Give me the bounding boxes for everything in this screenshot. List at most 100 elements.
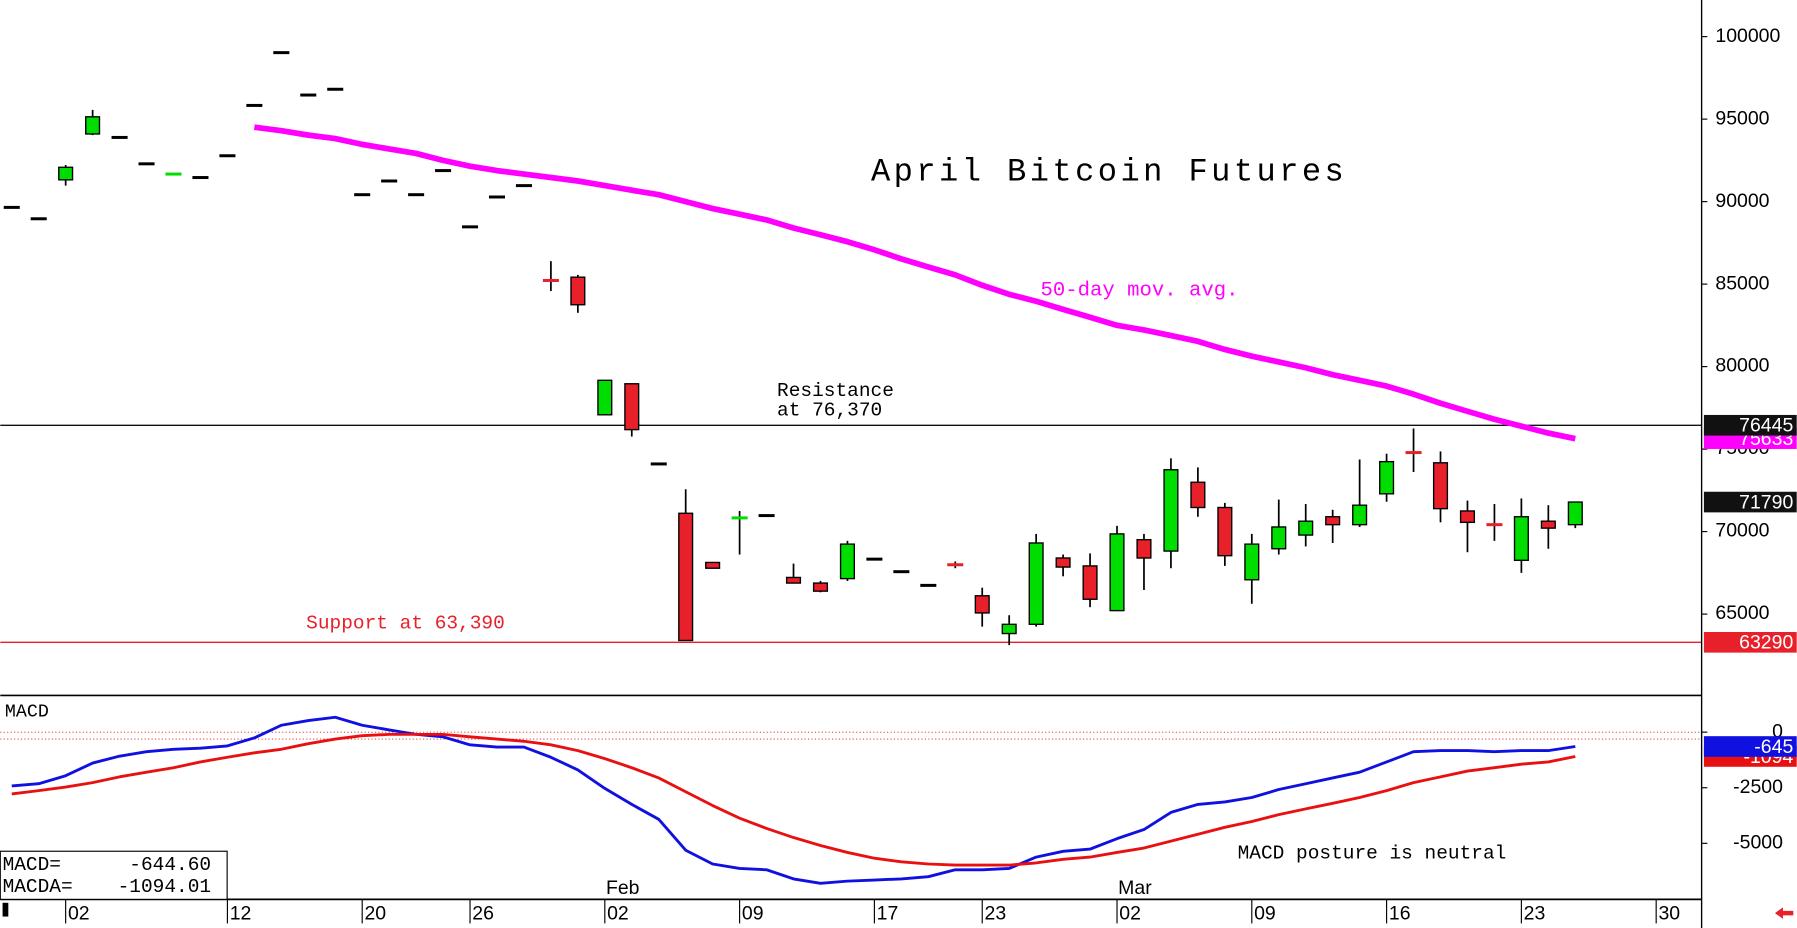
chart-title: April Bitcoin Futures — [871, 153, 1347, 190]
x-tick-label: 20 — [364, 902, 386, 924]
month-label: Mar — [1118, 877, 1152, 899]
y-tick-label: 90000 — [1715, 190, 1769, 212]
candle-body — [650, 462, 667, 466]
annotation: Resistance — [777, 380, 894, 402]
candle-body — [462, 225, 479, 229]
x-tick-label: 09 — [1254, 902, 1276, 924]
y-tick-label: 70000 — [1715, 520, 1769, 542]
candle-body — [1352, 504, 1368, 526]
x-tick-label: 23 — [985, 902, 1007, 924]
candle-body — [624, 383, 640, 431]
candle-body — [1405, 451, 1422, 455]
x-tick-label: 02 — [68, 902, 90, 924]
candle-body — [1028, 542, 1044, 626]
x-tick-label: 23 — [1524, 902, 1546, 924]
candle-body — [785, 576, 802, 584]
candle-body — [1244, 543, 1260, 581]
annotation: Support at 63,390 — [306, 612, 505, 634]
level-label: 71790 — [1739, 491, 1793, 513]
readout-value: -644.60 — [129, 854, 211, 876]
y-tick-label: 100000 — [1715, 25, 1780, 47]
level-label: 63290 — [1739, 632, 1793, 654]
candle-body — [542, 278, 559, 282]
candle-body — [246, 103, 263, 107]
candle-body — [30, 217, 47, 221]
candle-body — [812, 582, 829, 592]
x-tick-label: 12 — [230, 902, 252, 924]
candle-body — [408, 193, 425, 197]
candle-body — [1298, 520, 1314, 536]
candle-body — [488, 195, 506, 199]
annotation: at 76,370 — [777, 399, 882, 421]
candle-body — [58, 166, 74, 181]
candle-body — [974, 595, 990, 614]
candle-body — [192, 176, 209, 180]
candle-body — [1271, 526, 1287, 550]
candle-body — [111, 135, 128, 139]
candle-body — [1163, 469, 1179, 552]
line-series — [11, 732, 1576, 867]
candle-body — [1513, 516, 1529, 561]
y-tick-label: -2500 — [1733, 776, 1783, 798]
candle-body — [920, 583, 937, 587]
candle-body — [1540, 520, 1556, 529]
level-box — [1703, 414, 1797, 436]
candle-body — [1082, 565, 1098, 600]
candle-body — [273, 51, 290, 55]
candle-body — [138, 162, 155, 166]
level-box — [1703, 631, 1797, 653]
level-box — [1703, 736, 1797, 757]
y-tick-label: 0 — [1772, 720, 1783, 742]
candle-body — [219, 154, 236, 158]
x-tick-label: 16 — [1389, 902, 1411, 924]
readout-name: MACDA= — [3, 876, 73, 898]
candle-body — [1190, 481, 1206, 509]
month-label: Feb — [606, 877, 640, 899]
candle-body — [705, 561, 721, 569]
level-label: -645 — [1754, 736, 1793, 758]
readout-box — [0, 850, 228, 900]
candle-body — [1325, 516, 1341, 526]
candle-body — [3, 205, 20, 209]
candle-body — [515, 184, 532, 188]
candle-body — [327, 87, 344, 91]
candle-body — [300, 93, 317, 97]
candle-body — [435, 169, 452, 173]
level-label: 76445 — [1739, 415, 1793, 437]
y-tick-label: 95000 — [1715, 107, 1769, 129]
y-tick-label: -5000 — [1733, 831, 1783, 853]
corner-marker — [2, 902, 9, 917]
candle-body — [1432, 462, 1449, 510]
scroll-arrow[interactable] — [1774, 907, 1794, 919]
plot-layer: 6500070000750008000085000900009500010000… — [0, 25, 1797, 924]
candle-body — [731, 516, 748, 520]
candle-body — [1055, 557, 1071, 568]
x-tick-label: 02 — [1119, 902, 1141, 924]
candle-body — [1486, 523, 1503, 527]
candle-body — [893, 570, 910, 574]
y-tick-label: 85000 — [1715, 272, 1769, 294]
candle-body — [381, 179, 398, 183]
x-tick-label: 09 — [742, 902, 764, 924]
readout-value: -1094.01 — [118, 876, 211, 898]
y-tick-label: 80000 — [1715, 355, 1769, 377]
y-tick-label: 65000 — [1715, 602, 1769, 624]
line-series — [253, 124, 1576, 442]
candle-body — [1001, 623, 1017, 635]
candle-body — [866, 557, 883, 561]
candle-body — [839, 543, 855, 580]
candle-body — [1379, 460, 1395, 495]
candle-body — [85, 116, 101, 135]
ma-label: 50-day mov. avg. — [1041, 279, 1239, 302]
candle-body — [758, 514, 775, 518]
line-series — [11, 715, 1576, 885]
panel-label: MACD — [5, 701, 49, 722]
candle-body — [947, 563, 964, 567]
candle-body — [1217, 506, 1233, 557]
candle-body — [165, 172, 182, 176]
candle-body — [1109, 533, 1125, 612]
candle-body — [354, 193, 371, 197]
candle-body — [597, 379, 613, 416]
